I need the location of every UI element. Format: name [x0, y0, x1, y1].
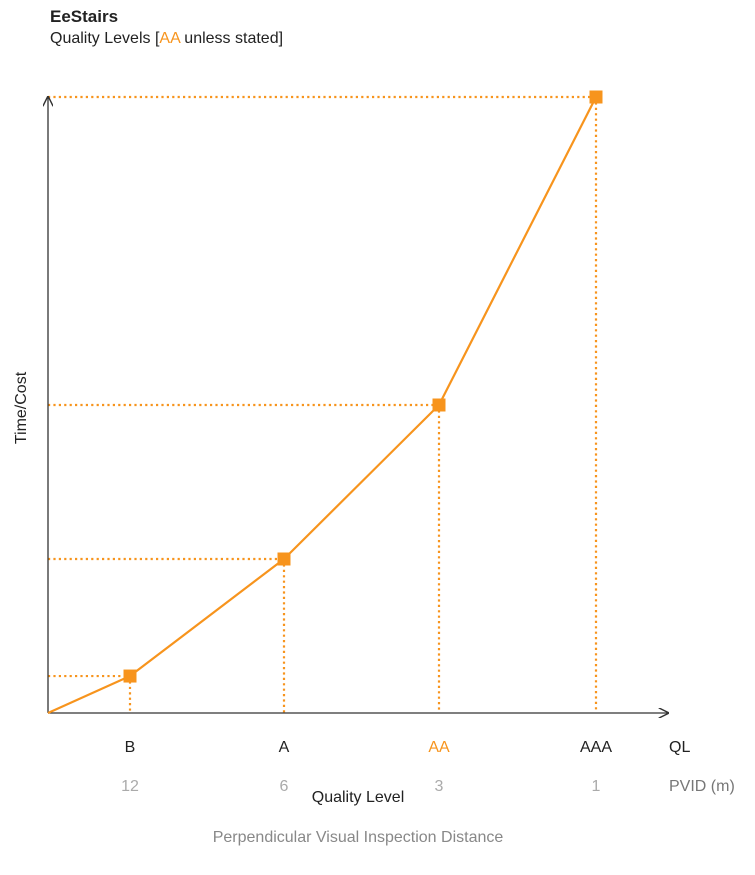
data-point-marker [123, 669, 137, 683]
pvid-tick-label: 12 [121, 778, 139, 795]
subtitle-prefix: Quality Levels [ [50, 30, 160, 47]
subtitle-highlight: AA [159, 30, 180, 47]
data-point-marker [277, 552, 291, 566]
ql-tick-label: B [125, 739, 136, 756]
chart-title: EeStairs [50, 7, 119, 26]
data-point-marker [432, 398, 446, 412]
y-axis-label: Time/Cost [13, 371, 30, 444]
pvid-row-label: PVID (m) [669, 778, 735, 795]
guide-lines [48, 95, 598, 713]
x-axis-label: Quality Level [312, 789, 405, 806]
data-point-marker [589, 90, 603, 104]
ql-tick-label: AAA [580, 739, 612, 756]
pvid-tick-label: 6 [280, 778, 289, 795]
ql-tick-label: AA [428, 739, 450, 756]
chart-header: EeStairs Quality Levels [AA unless state… [50, 6, 283, 50]
ql-row-label: QL [669, 739, 690, 756]
pvid-tick-label: 1 [592, 778, 601, 795]
series-layer [47, 90, 603, 715]
subtitle-suffix: unless stated] [179, 30, 284, 47]
x2-axis-label: Perpendicular Visual Inspection Distance [213, 829, 504, 846]
chart-subtitle: Quality Levels [AA unless stated] [50, 28, 283, 50]
ql-tick-label: A [279, 739, 290, 756]
pvid-tick-label: 3 [435, 778, 444, 795]
